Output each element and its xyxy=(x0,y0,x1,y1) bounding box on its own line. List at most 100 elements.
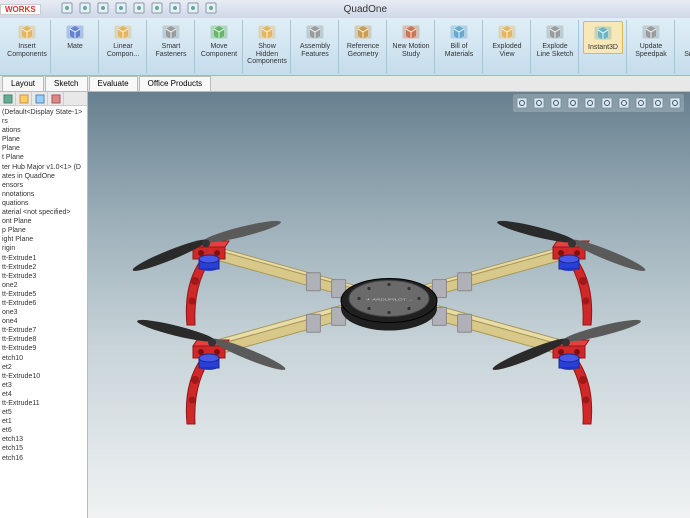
tree-item[interactable]: Plane xyxy=(2,144,87,153)
sidebar-tab-3[interactable] xyxy=(32,92,48,106)
reference-geometry-button[interactable]: Reference Geometry xyxy=(343,21,383,59)
tree-item[interactable]: quations xyxy=(2,199,87,208)
zoom-fit-button[interactable] xyxy=(515,96,529,110)
tree-item[interactable]: rs xyxy=(2,117,87,126)
3d-viewport[interactable]: ✈ ARDUPILOT → xyxy=(88,92,690,518)
tree-item[interactable]: tt-Extrude11 xyxy=(2,399,87,408)
prev-button[interactable] xyxy=(549,96,563,110)
tree-item[interactable]: etch16 xyxy=(2,454,87,463)
tree-item[interactable]: etch10 xyxy=(2,354,87,363)
tree-item[interactable]: one3 xyxy=(2,308,87,317)
smart-fasteners-button[interactable]: Smart Fasteners xyxy=(151,21,191,59)
titlebar: WORKS QuadOne xyxy=(0,0,690,18)
save-button[interactable] xyxy=(96,1,110,15)
expline-icon xyxy=(545,22,565,42)
tree-item[interactable]: p Plane xyxy=(2,226,87,235)
tree-item[interactable]: et1 xyxy=(2,417,87,426)
tree-item[interactable]: et6 xyxy=(2,426,87,435)
linear-compon--button[interactable]: Linear Compon... xyxy=(103,21,143,59)
ribbon-label: Assembly Features xyxy=(296,43,334,58)
new-motion-study-button[interactable]: New Motion Study xyxy=(391,21,431,59)
exploded-icon xyxy=(497,22,517,42)
take-snapshot-button[interactable]: Take Snapshot xyxy=(679,21,690,59)
svg-text:✈ ARDUPILOT →: ✈ ARDUPILOT → xyxy=(365,298,414,302)
refgeo-icon xyxy=(353,22,373,42)
ribbon-label: Move Component xyxy=(200,43,238,58)
tree-item[interactable]: tt-Extrude2 xyxy=(2,263,87,272)
tree-item[interactable]: Plane xyxy=(2,135,87,144)
tree-item[interactable]: et2 xyxy=(2,363,87,372)
display-button[interactable] xyxy=(583,96,597,110)
tree-item[interactable]: ates in QuadOne xyxy=(2,172,87,181)
show-hidden-components-button[interactable]: Show Hidden Components xyxy=(247,21,287,67)
assembly-features-button[interactable]: Assembly Features xyxy=(295,21,335,59)
ribbon-label: Smart Fasteners xyxy=(152,43,190,58)
ribbon-label: Update Speedpak xyxy=(632,43,670,58)
tree-item[interactable]: et5 xyxy=(2,408,87,417)
tree-item[interactable]: aterial <not specified> xyxy=(2,208,87,217)
instant-d-button[interactable]: Instant3D xyxy=(583,21,623,54)
tab-evaluate[interactable]: Evaluate xyxy=(89,76,138,91)
tree-item[interactable]: rigin xyxy=(2,244,87,253)
perspective-button[interactable] xyxy=(617,96,631,110)
tree-item[interactable]: one2 xyxy=(2,281,87,290)
explode-line-sketch-button[interactable]: Explode Line Sketch xyxy=(535,21,575,59)
ribbon-label: New Motion Study xyxy=(392,43,430,58)
sidebar-tab-2[interactable] xyxy=(16,92,32,106)
ribbon-label: Mate xyxy=(67,43,83,51)
print-button[interactable] xyxy=(114,1,128,15)
bill-of-materials-button[interactable]: Bill of Materials xyxy=(439,21,479,59)
bom-icon xyxy=(449,22,469,42)
mate-button[interactable]: Mate xyxy=(55,21,95,52)
tree-item[interactable]: tt-Extrude6 xyxy=(2,299,87,308)
tree-item[interactable]: one4 xyxy=(2,317,87,326)
tree-item[interactable]: et4 xyxy=(2,390,87,399)
tab-office-products[interactable]: Office Products xyxy=(139,76,212,91)
open-button[interactable] xyxy=(78,1,92,15)
move-component-button[interactable]: Move Component xyxy=(199,21,239,59)
section-button[interactable] xyxy=(566,96,580,110)
tree-item[interactable]: ter Hub Major v1.0<1> (D xyxy=(2,163,87,172)
scene-button[interactable] xyxy=(600,96,614,110)
exploded-view-button[interactable]: Exploded View xyxy=(487,21,527,59)
tree-item[interactable]: tt-Extrude9 xyxy=(2,344,87,353)
tree-item[interactable]: ations xyxy=(2,126,87,135)
tree-root[interactable]: (Default<Display State-1> xyxy=(2,108,87,117)
assembly-icon xyxy=(305,22,325,42)
insert-components-button[interactable]: Insert Components xyxy=(7,21,47,59)
tree-item[interactable]: tt-Extrude5 xyxy=(2,290,87,299)
tree-item[interactable]: tt-Extrude1 xyxy=(2,254,87,263)
zoom-area-button[interactable] xyxy=(532,96,546,110)
tree-item[interactable]: etch13 xyxy=(2,435,87,444)
tab-sketch[interactable]: Sketch xyxy=(45,76,87,91)
new-button[interactable] xyxy=(60,1,74,15)
hide-button[interactable] xyxy=(668,96,682,110)
update-speedpak-button[interactable]: Update Speedpak xyxy=(631,21,671,59)
cartoon-button[interactable] xyxy=(651,96,665,110)
tree-item[interactable]: ight Plane xyxy=(2,235,87,244)
tree-item[interactable]: tt-Extrude3 xyxy=(2,272,87,281)
options-button[interactable] xyxy=(204,1,218,15)
tree-item[interactable]: et3 xyxy=(2,381,87,390)
sidebar-tab-4[interactable] xyxy=(48,92,64,106)
ribbon-label: Reference Geometry xyxy=(344,43,382,58)
shadow-button[interactable] xyxy=(634,96,648,110)
tree-item[interactable]: t Plane xyxy=(2,153,87,162)
tree-item[interactable]: tt-Extrude10 xyxy=(2,372,87,381)
rebuild-button[interactable] xyxy=(186,1,200,15)
select-button[interactable] xyxy=(168,1,182,15)
workspace: (Default<Display State-1> rsationsPlaneP… xyxy=(0,92,690,518)
ribbon: Insert Components Mate Linear Compon... Sma… xyxy=(0,18,690,76)
tree-item[interactable]: tt-Extrude8 xyxy=(2,335,87,344)
tree-item[interactable]: tt-Extrude7 xyxy=(2,326,87,335)
tree-item[interactable]: ont Plane xyxy=(2,217,87,226)
sidebar-tab-1[interactable] xyxy=(0,92,16,106)
feature-tree[interactable]: (Default<Display State-1> rsationsPlaneP… xyxy=(0,106,87,465)
tree-item[interactable]: ensors xyxy=(2,181,87,190)
tree-item[interactable]: etch15 xyxy=(2,444,87,453)
redo-button[interactable] xyxy=(150,1,164,15)
bolt-icon xyxy=(161,22,181,42)
tab-layout[interactable]: Layout xyxy=(2,76,44,91)
undo-button[interactable] xyxy=(132,1,146,15)
tree-item[interactable]: nnotations xyxy=(2,190,87,199)
